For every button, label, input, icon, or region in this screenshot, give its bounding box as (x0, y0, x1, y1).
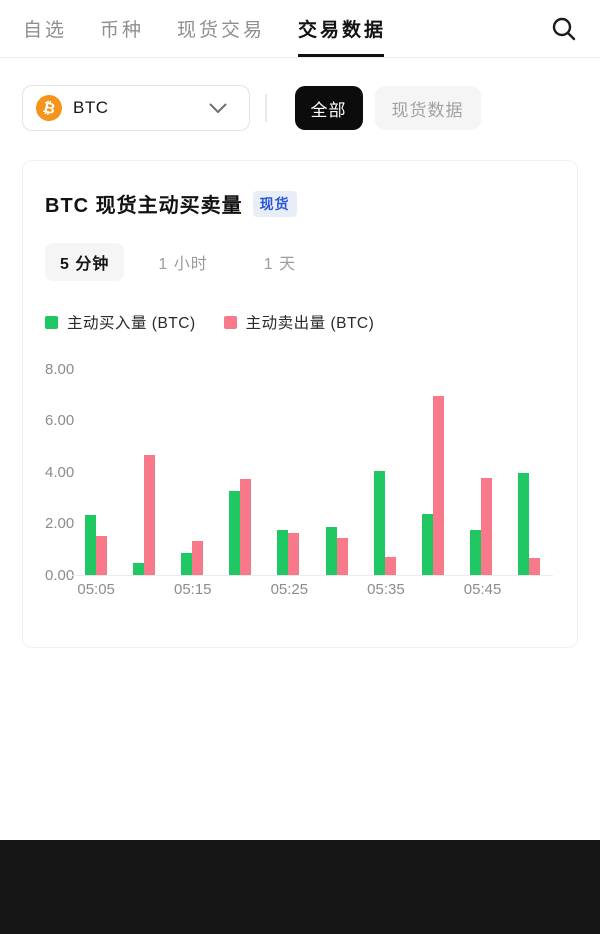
legend-label-sell: 主动卖出量 (BTC) (245, 315, 375, 332)
x-tick: 05:15 (173, 581, 212, 598)
y-tick: 6.00 (45, 412, 75, 429)
buy-bar[interactable] (277, 529, 289, 575)
legend-item-buy: 主动买入量 (BTC) (45, 311, 196, 333)
bar-group-05:45 (457, 370, 505, 575)
period-tab-1day[interactable]: 1 天 (263, 256, 297, 273)
bar-group-05:10 (120, 370, 168, 575)
sell-bar[interactable] (384, 556, 396, 575)
buy-bar[interactable] (181, 552, 193, 575)
bar-group-05:30 (312, 370, 360, 575)
tab-favorites[interactable]: 自选 (23, 20, 68, 41)
legend-item-sell: 主动卖出量 (BTC) (223, 311, 375, 333)
x-tick: 05:25 (270, 581, 309, 598)
y-tick: 0.00 (45, 567, 75, 584)
buy-bar[interactable] (373, 470, 385, 575)
buy-bar[interactable] (229, 490, 241, 575)
y-tick: 4.00 (45, 464, 75, 481)
bar-chart: 8.00 6.00 4.00 2.00 0.00 (45, 361, 555, 584)
coin-label: BTC (73, 98, 109, 117)
divider (265, 94, 267, 122)
bar-group-05:40 (409, 370, 457, 575)
buy-bar[interactable] (517, 472, 529, 575)
spot-badge: 现货 (252, 190, 297, 217)
filter-bar: ₿ BTC 全部 现货数据 (0, 85, 600, 131)
buy-swatch (45, 315, 58, 329)
bar-group-05:25 (264, 370, 312, 575)
card-title: BTC 现货主动买卖量 (45, 195, 243, 217)
buy-bar[interactable] (469, 530, 481, 575)
buy-bar[interactable] (325, 527, 337, 575)
x-tick: 05:05 (77, 581, 115, 598)
search-icon[interactable] (550, 0, 577, 57)
sell-bar[interactable] (192, 540, 204, 575)
legend-label-buy: 主动买入量 (BTC) (67, 315, 196, 332)
bar-group-05:50 (505, 370, 553, 575)
period-tab-5min[interactable]: 5 分钟 (45, 243, 125, 281)
tab-trading-data[interactable]: 交易数据 (298, 0, 386, 57)
coin-selector[interactable]: ₿ BTC (22, 85, 250, 131)
sell-bar[interactable] (288, 532, 300, 575)
tab-coins[interactable]: 币种 (100, 20, 145, 41)
period-tabs: 5 分钟 1 小时 1 天 (45, 243, 555, 281)
sell-bar[interactable] (336, 537, 348, 575)
buy-bar[interactable] (133, 563, 145, 575)
sell-bar[interactable] (240, 478, 252, 575)
buy-bar[interactable] (85, 515, 97, 575)
x-tick: 05:35 (367, 581, 405, 598)
sell-swatch (223, 315, 237, 329)
period-tab-1hour[interactable]: 1 小时 (158, 256, 208, 273)
sell-bar[interactable] (528, 558, 540, 575)
top-nav: 自选 币种 现货交易 交易数据 (0, 0, 600, 58)
sell-bar[interactable] (480, 478, 492, 575)
card-title-row: BTC 现货主动买卖量 现货 (45, 189, 555, 218)
plot-area (72, 370, 553, 576)
chevron-down-icon (209, 103, 227, 113)
chart-legend: 主动买入量 (BTC) 主动卖出量 (BTC) (45, 311, 555, 333)
bar-group-05:35 (361, 370, 409, 575)
x-tick: 05:45 (463, 581, 502, 598)
scope-spot-data-button[interactable]: 现货数据 (374, 86, 481, 130)
tab-spot-trading[interactable]: 现货交易 (177, 20, 266, 41)
bottom-bar (0, 840, 600, 934)
bar-group-05:20 (216, 370, 264, 575)
bar-group-05:05 (72, 370, 120, 575)
buy-bar[interactable] (421, 514, 433, 575)
sell-bar[interactable] (96, 535, 108, 575)
sell-bar[interactable] (144, 454, 156, 575)
x-axis: 05:05 05:15 05:25 05:35 05:45 (72, 576, 555, 610)
sell-bar[interactable] (432, 396, 444, 575)
scope-all-button[interactable]: 全部 (294, 86, 363, 130)
bar-group-05:15 (168, 370, 216, 575)
y-tick: 8.00 (45, 361, 75, 378)
y-tick: 2.00 (45, 515, 75, 532)
trade-volume-card: BTC 现货主动买卖量 现货 5 分钟 1 小时 1 天 主动买入量 (BTC)… (22, 160, 578, 648)
bitcoin-icon: ₿ (33, 92, 65, 124)
